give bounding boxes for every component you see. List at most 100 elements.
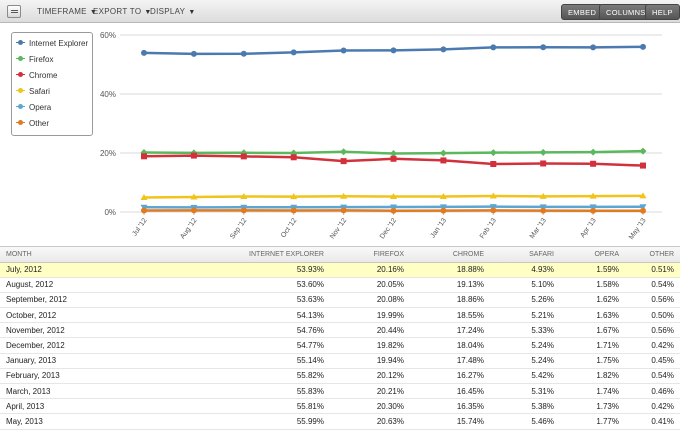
table-cell: 19.82%: [330, 337, 410, 354]
table-cell: 16.45%: [410, 383, 490, 400]
legend-label: Chrome: [29, 71, 58, 80]
column-header[interactable]: FIREFOX: [330, 247, 410, 263]
table-cell: 16.27%: [410, 368, 490, 385]
legend-item[interactable]: Firefox: [16, 52, 92, 68]
column-header[interactable]: CHROME: [410, 247, 490, 263]
x-tick-label: Feb '13: [479, 217, 498, 240]
table-cell: 5.42%: [490, 368, 560, 385]
column-header[interactable]: OTHER: [625, 247, 680, 263]
table-row[interactable]: April, 2013 55.81% 20.30% 16.35% 5.38% 1.73% 0…: [0, 398, 680, 415]
legend-swatch-icon: [16, 118, 25, 127]
caret-down-icon: ▼: [188, 9, 196, 16]
legend-item[interactable]: Internet Explorer: [16, 36, 92, 52]
data-point: [290, 154, 297, 161]
table-cell: 17.24%: [410, 322, 490, 339]
table-row[interactable]: January, 2013 55.14% 19.94% 17.48% 5.24% 1.75…: [0, 353, 680, 369]
embed-button[interactable]: EMBED: [561, 4, 604, 20]
data-point: [240, 50, 247, 57]
table-row[interactable]: November, 2012 54.76% 20.44% 17.24% 5.33% 1.6…: [0, 322, 680, 339]
data-point: [490, 207, 497, 214]
data-point: [440, 157, 447, 164]
data-point: [490, 44, 497, 51]
table-cell: 20.21%: [330, 383, 410, 400]
table-cell: 0.46%: [625, 383, 680, 400]
data-point: [539, 204, 547, 211]
table-cell: 1.58%: [560, 277, 625, 293]
y-tick-label: 20%: [100, 149, 116, 158]
table-cell: 20.30%: [330, 398, 410, 415]
column-header[interactable]: OPERA: [560, 247, 625, 263]
data-point: [190, 207, 197, 214]
data-point: [640, 43, 646, 50]
display-menu[interactable]: DISPLAY ▼: [150, 7, 196, 16]
legend-item[interactable]: Other: [16, 116, 92, 132]
timeframe-menu[interactable]: TIMEFRAME ▼: [37, 7, 97, 16]
column-header[interactable]: MONTH: [0, 247, 120, 263]
legend-label: Internet Explorer: [29, 39, 89, 48]
menu-icon[interactable]: [7, 5, 21, 18]
column-header[interactable]: SAFARI: [490, 247, 560, 263]
table-cell: 0.56%: [625, 322, 680, 339]
data-point: [439, 193, 447, 200]
table-cell: 54.13%: [120, 307, 330, 324]
column-header[interactable]: INTERNET EXPLORER: [120, 247, 330, 263]
data-point: [490, 161, 497, 168]
table-cell: 55.82%: [120, 368, 330, 385]
legend-item[interactable]: Opera: [16, 100, 92, 116]
data-point: [190, 50, 197, 57]
x-tick-label: Mar '13: [529, 217, 548, 240]
table-row[interactable]: March, 2013 55.83% 20.21% 16.45% 5.31% 1.74% 0…: [0, 383, 680, 400]
table-cell: 0.41%: [625, 413, 680, 430]
x-tick-label: Dec '12: [379, 217, 398, 240]
data-point: [589, 204, 597, 211]
table-cell: August, 2012: [0, 277, 120, 293]
data-point: [141, 207, 147, 214]
x-tick-label: Oct '12: [280, 217, 298, 239]
x-tick-label: Sep '12: [229, 217, 248, 240]
data-point: [340, 148, 348, 156]
table-row[interactable]: February, 2013 55.82% 20.12% 16.27% 5.42% 1.8…: [0, 368, 680, 385]
data-point: [489, 204, 497, 211]
display-menu-label: DISPLAY: [150, 7, 186, 16]
table-row[interactable]: July, 2012 53.93% 20.16% 18.88% 4.93% 1.59% 0.…: [0, 262, 680, 278]
chart-legend[interactable]: Internet Explorer Firefox Chrome Safari Oper…: [11, 32, 93, 136]
table-cell: December, 2012: [0, 337, 120, 354]
table-cell: 5.10%: [490, 277, 560, 293]
table-cell: 18.04%: [410, 337, 490, 354]
data-point: [539, 148, 547, 156]
table-row[interactable]: September, 2012 53.63% 20.08% 18.86% 5.26% 1.…: [0, 292, 680, 309]
table-cell: 4.93%: [490, 262, 560, 278]
legend-item[interactable]: Chrome: [16, 68, 92, 84]
data-point: [489, 149, 497, 157]
data-point: [190, 152, 197, 159]
table-cell: 20.08%: [330, 292, 410, 309]
data-table: MONTH INTERNET EXPLORER FIREFOX CHROME SAFAR…: [0, 247, 680, 430]
table-cell: 18.86%: [410, 292, 490, 309]
data-point: [640, 162, 646, 169]
toolbar: TIMEFRAME ▼ EXPORT TO ▼ DISPLAY ▼ EMBED COL…: [0, 0, 680, 23]
y-tick-label: 60%: [100, 31, 116, 40]
legend-item[interactable]: Safari: [16, 84, 92, 100]
legend-swatch-icon: [16, 54, 25, 63]
columns-button[interactable]: COLUMNS: [599, 4, 653, 20]
x-tick-label: Jan '13: [429, 217, 448, 239]
table-row[interactable]: October, 2012 54.13% 19.99% 18.55% 5.21% 1.63…: [0, 307, 680, 324]
table-row[interactable]: May, 2013 55.99% 20.63% 15.74% 5.46% 1.77% 0.4…: [0, 413, 680, 430]
export-menu[interactable]: EXPORT TO ▼: [93, 7, 152, 16]
table-cell: 20.44%: [330, 322, 410, 339]
table-row[interactable]: December, 2012 54.77% 19.82% 18.04% 5.24% 1.7…: [0, 337, 680, 354]
data-point: [440, 207, 447, 214]
legend-swatch-icon: [16, 38, 25, 47]
data-point: [640, 207, 646, 214]
table-cell: May, 2013: [0, 413, 120, 430]
table-row[interactable]: August, 2012 53.60% 20.05% 19.13% 5.10% 1.58%…: [0, 277, 680, 293]
table-cell: 0.42%: [625, 398, 680, 415]
line-chart: 0% 20% 40% 60% Jul '12 Aug '12 Sep '12 Oct '12 N…: [100, 31, 662, 241]
data-point: [141, 153, 147, 160]
help-button[interactable]: HELP: [645, 4, 680, 20]
table-cell: 5.24%: [490, 353, 560, 369]
data-point: [240, 192, 248, 199]
table-cell: 1.82%: [560, 368, 625, 385]
table-cell: January, 2013: [0, 353, 120, 369]
table-cell: 0.54%: [625, 277, 680, 293]
